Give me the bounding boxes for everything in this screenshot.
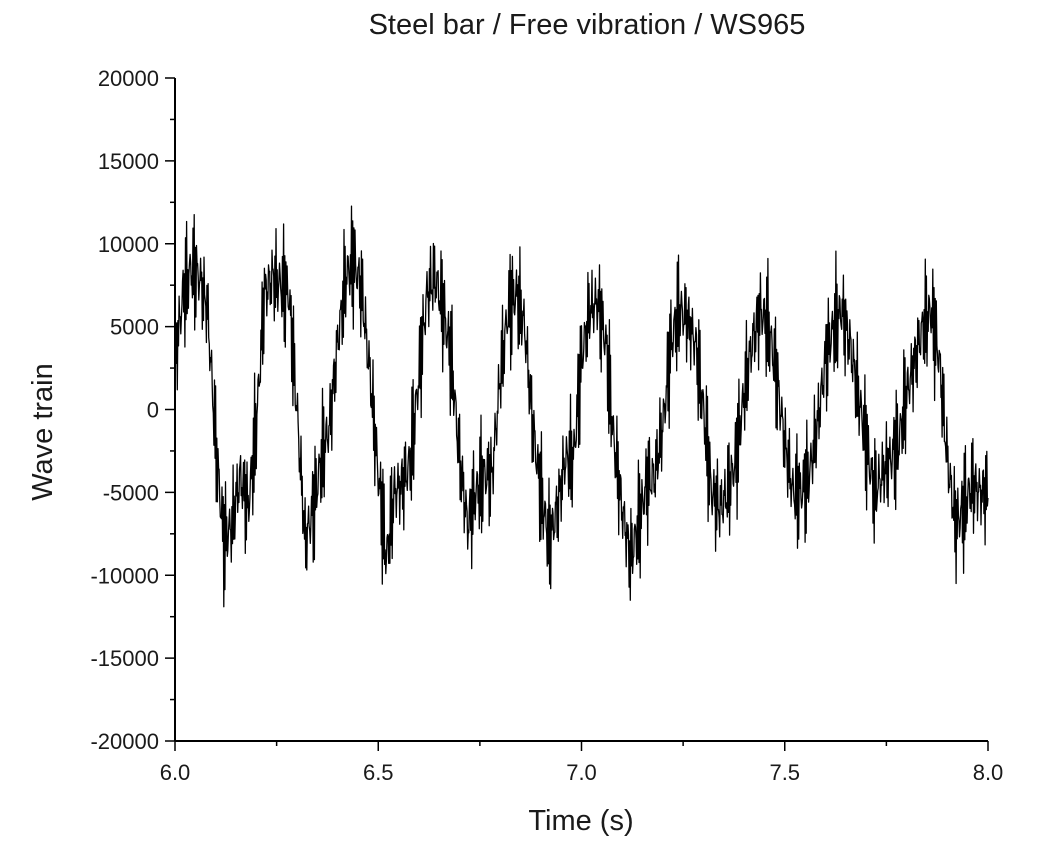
x-axis-label: Time (s) [528,805,633,837]
series-line [174,205,989,608]
x-tick-label: 8.0 [973,760,1004,785]
y-tick-label: 10000 [98,232,159,257]
y-ticks: -20000 -15000 -10000 -5000 0 5000 10000 15000 20… [90,66,175,754]
y-tick-label: -15000 [90,646,159,671]
plot-area [174,205,989,608]
y-tick-label: 15000 [98,149,159,174]
y-tick-label: -10000 [90,563,159,588]
x-tick-label: 6.0 [160,760,191,785]
x-tick-label: 7.0 [566,760,597,785]
x-tick-label: 6.5 [363,760,394,785]
y-tick-label: 5000 [110,315,159,340]
y-tick-label: 0 [147,398,159,423]
chart-title: Steel bar / Free vibration / WS965 [369,9,806,41]
x-ticks: 6.0 6.5 7.0 7.5 8.0 [160,741,1004,785]
y-tick-label: -20000 [90,729,159,754]
y-axis-label: Wave train [27,363,59,501]
y-tick-label: -5000 [103,480,159,505]
y-tick-label: 20000 [98,66,159,91]
x-tick-label: 7.5 [769,760,800,785]
